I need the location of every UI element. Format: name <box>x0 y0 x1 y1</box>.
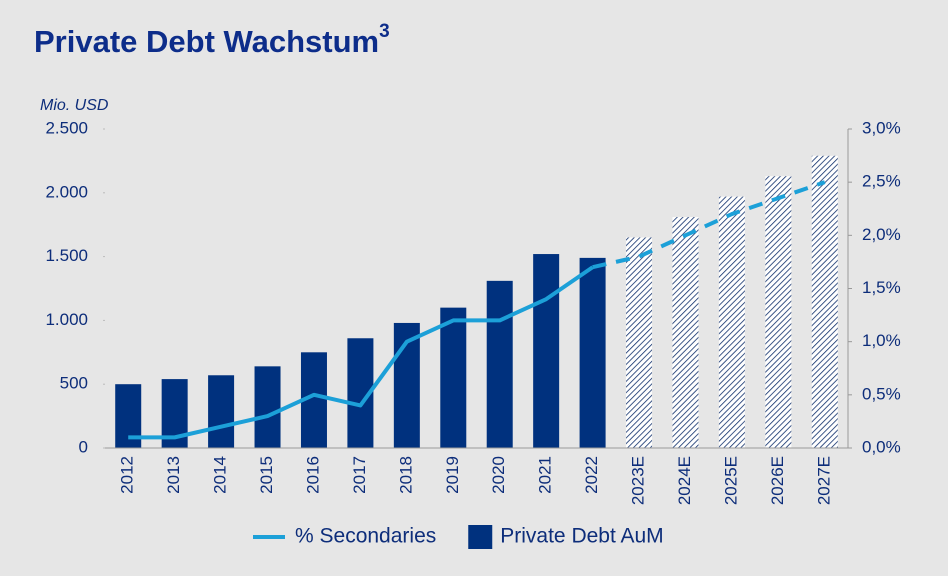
legend-swatch <box>468 525 493 549</box>
bar <box>208 375 235 448</box>
y2-tick-label: 3,0% <box>862 118 901 137</box>
y2-tick-label: 2,0% <box>862 225 901 244</box>
bar <box>254 366 281 448</box>
y-axis-label: Mio. USD <box>40 97 109 114</box>
y2-tick-label: 0,5% <box>862 384 901 403</box>
x-tick-label: 2020 <box>489 456 508 494</box>
line-forecast <box>592 180 826 270</box>
legend-label: % Secondaries <box>295 525 436 548</box>
x-tick-label: 2021 <box>536 456 555 494</box>
x-tick-label: 2022 <box>582 456 601 494</box>
x-tick-label: 2015 <box>257 456 276 494</box>
legend-label: Private Debt AuM <box>500 525 663 548</box>
bar <box>533 254 560 448</box>
x-tick-label: 2018 <box>396 456 415 494</box>
x-tick-label: 2012 <box>118 456 137 494</box>
bar <box>765 176 792 448</box>
bar <box>718 196 745 448</box>
title-superscript: 3 <box>379 21 390 42</box>
x-tick-label: 2027E <box>814 456 833 505</box>
bar <box>486 280 513 448</box>
title-text: Private Debt Wachstum <box>34 24 379 59</box>
x-tick-label: 2026E <box>768 456 787 505</box>
y-tick-label: 2.500 <box>45 118 88 137</box>
x-tick-label: 2014 <box>211 456 230 494</box>
x-tick-label: 2013 <box>164 456 183 494</box>
y2-tick-label: 1,0% <box>862 331 901 350</box>
y2-tick-label: 1,5% <box>862 278 901 297</box>
x-tick-label: 2024E <box>675 456 694 505</box>
chart-title: Private Debt Wachstum3 <box>34 21 390 59</box>
bar <box>811 155 838 448</box>
y2-tick-label: 0,0% <box>862 437 901 456</box>
x-tick-label: 2017 <box>350 456 369 494</box>
y2-tick-label: 2,5% <box>862 172 901 191</box>
y-tick-label: 1.000 <box>45 310 88 329</box>
x-tick-label: 2025E <box>721 456 740 505</box>
x-tick-label: 2019 <box>443 456 462 494</box>
bar <box>672 217 699 448</box>
x-tick-label: 2023E <box>629 456 648 505</box>
y-tick-label: 0 <box>79 437 88 456</box>
x-tick-label: 2016 <box>303 456 322 494</box>
y-tick-label: 1.500 <box>45 246 88 265</box>
y-tick-label: 2.000 <box>45 182 88 201</box>
bar <box>579 257 606 448</box>
y-tick-label: 500 <box>60 374 88 393</box>
line <box>128 265 594 440</box>
bar <box>440 307 467 448</box>
bar <box>626 237 653 448</box>
